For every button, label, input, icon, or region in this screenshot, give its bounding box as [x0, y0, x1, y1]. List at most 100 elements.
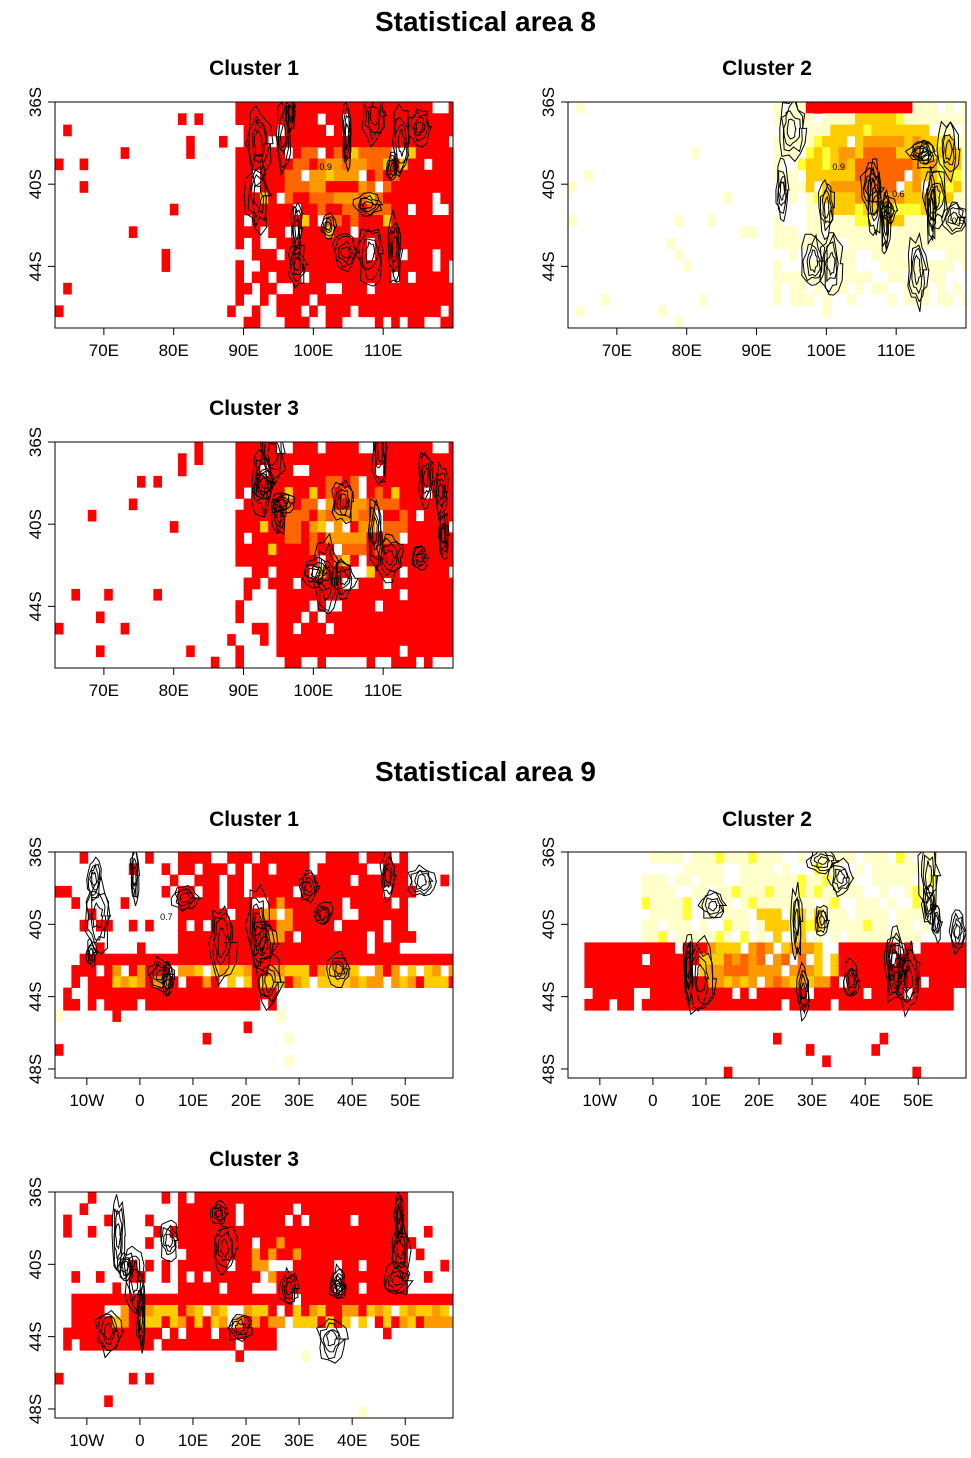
heatmap-cell: [309, 248, 318, 261]
heatmap-cell: [432, 124, 441, 137]
heatmap-cell: [79, 1316, 89, 1328]
heatmap-cell: [846, 248, 856, 261]
heatmap-cell: [584, 976, 593, 988]
heatmap-cell: [309, 1237, 318, 1249]
heatmap-cell: [268, 203, 277, 216]
heatmap-cell: [333, 622, 343, 635]
heatmap-cell: [317, 260, 326, 272]
heatmap-cell: [424, 509, 433, 522]
heatmap-cell: [309, 953, 318, 966]
heatmap-cell: [904, 215, 913, 227]
heatmap-cell: [399, 931, 408, 943]
heatmap-cell: [317, 908, 326, 921]
contour-line: [930, 185, 941, 209]
heatmap-cell: [178, 1203, 187, 1215]
heatmap-cell: [896, 863, 905, 875]
heatmap-cell: [904, 158, 913, 171]
heatmap-cell: [292, 316, 302, 328]
heatmap-cell: [284, 135, 294, 148]
y-tick-label: 40S: [539, 909, 558, 939]
heatmap-cell: [235, 1282, 244, 1295]
heatmap-cell: [333, 874, 343, 887]
heatmap-cell: [202, 1237, 212, 1249]
heatmap-cell: [641, 874, 651, 887]
heatmap-cell: [797, 919, 807, 932]
heatmap-cell: [137, 965, 146, 977]
contour-line: [160, 1224, 178, 1256]
heatmap-cell: [424, 169, 433, 182]
heatmap-cell: [748, 942, 757, 955]
heatmap-cell: [178, 113, 187, 125]
heatmap-cell: [96, 1293, 105, 1306]
heatmap-cell: [830, 181, 839, 193]
heatmap-cell: [325, 215, 335, 227]
heatmap-cell: [317, 976, 326, 988]
heatmap-cell: [276, 237, 285, 250]
heatmap-cell: [235, 113, 244, 125]
heatmap-cell: [276, 498, 285, 511]
heatmap-cell: [260, 908, 269, 921]
heatmap-cell: [251, 124, 261, 137]
heatmap-cell: [301, 453, 310, 465]
heatmap-cell: [317, 135, 326, 148]
heatmap-cell: [301, 577, 310, 590]
x-tick-label: 90E: [228, 341, 258, 360]
heatmap-cell: [358, 282, 367, 295]
heatmap-cell: [309, 1293, 318, 1306]
plot-frame: [54, 851, 454, 1079]
heatmap-cell: [219, 1203, 228, 1215]
heatmap-cell: [202, 1225, 212, 1238]
heatmap-cell: [350, 464, 359, 477]
contour-line: [387, 158, 397, 177]
heatmap-cell: [333, 908, 343, 921]
heatmap-cell: [764, 874, 774, 887]
heatmap-cell: [961, 294, 966, 306]
y-tick-label: 36S: [539, 837, 558, 867]
heatmap-cell: [374, 1248, 384, 1261]
heatmap-cell: [79, 919, 89, 932]
x-tick-label: 40E: [850, 1091, 880, 1110]
heatmap-cell: [650, 908, 659, 921]
heatmap-cell: [399, 192, 408, 205]
heatmap-cell: [317, 294, 326, 306]
contour-line: [384, 865, 392, 884]
heatmap-cell: [440, 124, 449, 137]
heatmap-cell: [186, 1338, 195, 1351]
heatmap-cell: [912, 237, 921, 250]
heatmap-cell: [822, 863, 831, 875]
heatmap-cell: [374, 622, 384, 635]
heatmap-cell: [863, 192, 872, 205]
contour-line: [797, 970, 810, 1015]
heatmap-cell: [333, 203, 343, 216]
contour-line: [885, 204, 892, 215]
heatmap-cell: [822, 305, 831, 318]
heatmap-cell: [879, 113, 889, 125]
heatmap-cell: [945, 215, 954, 227]
heatmap-cell: [137, 987, 146, 1000]
heatmap-cell: [137, 976, 146, 988]
heatmap-cell: [415, 147, 425, 159]
contour-line: [823, 195, 830, 220]
heatmap-cell: [937, 294, 946, 306]
heatmap-cell: [674, 215, 684, 227]
heatmap-cell: [292, 305, 302, 318]
heatmap-cell: [879, 953, 889, 966]
heatmap-cell: [666, 942, 675, 955]
heatmap-cell: [284, 931, 294, 943]
heatmap-cell: [333, 192, 343, 205]
heatmap-cell: [407, 509, 417, 522]
heatmap-cell: [374, 1293, 384, 1306]
contour-line: [786, 118, 797, 140]
heatmap-cell: [945, 965, 954, 977]
heatmap-cell: [104, 953, 113, 966]
heatmap-cell: [309, 1316, 318, 1328]
heatmap-cell: [120, 897, 130, 909]
contour-line: [227, 1315, 251, 1339]
heatmap-cell: [366, 260, 376, 272]
heatmap-cell: [440, 588, 449, 601]
heatmap-cell: [251, 316, 261, 328]
heatmap-cell: [350, 509, 359, 522]
heatmap-cell: [342, 1225, 351, 1238]
heatmap-cell: [773, 271, 782, 284]
contour-line: [435, 478, 446, 509]
